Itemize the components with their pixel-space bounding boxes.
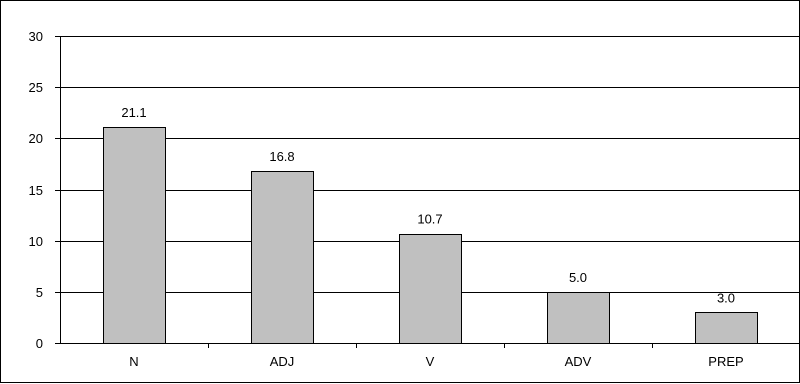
x-tick-label: PREP [708,354,743,369]
bar [251,171,314,344]
data-label: 5.0 [569,270,587,285]
y-tick-label: 5 [36,285,43,300]
x-tick-label: N [129,354,138,369]
y-tick-label: 25 [29,80,43,95]
y-tick-label: 10 [29,234,43,249]
bar [103,127,166,344]
y-tick-label: 15 [29,183,43,198]
y-tick-label: 30 [29,29,43,44]
data-label: 21.1 [121,105,146,120]
x-tick-label: ADJ [270,354,295,369]
bar [399,234,462,344]
x-tick-label: V [426,354,435,369]
bar [695,312,758,344]
bar [547,292,610,344]
y-tick-label: 20 [29,131,43,146]
data-label: 16.8 [269,149,294,164]
data-label: 10.7 [417,212,442,227]
x-tick-label: ADV [565,354,592,369]
data-label: 3.0 [717,290,735,305]
y-tick-label: 0 [36,336,43,351]
